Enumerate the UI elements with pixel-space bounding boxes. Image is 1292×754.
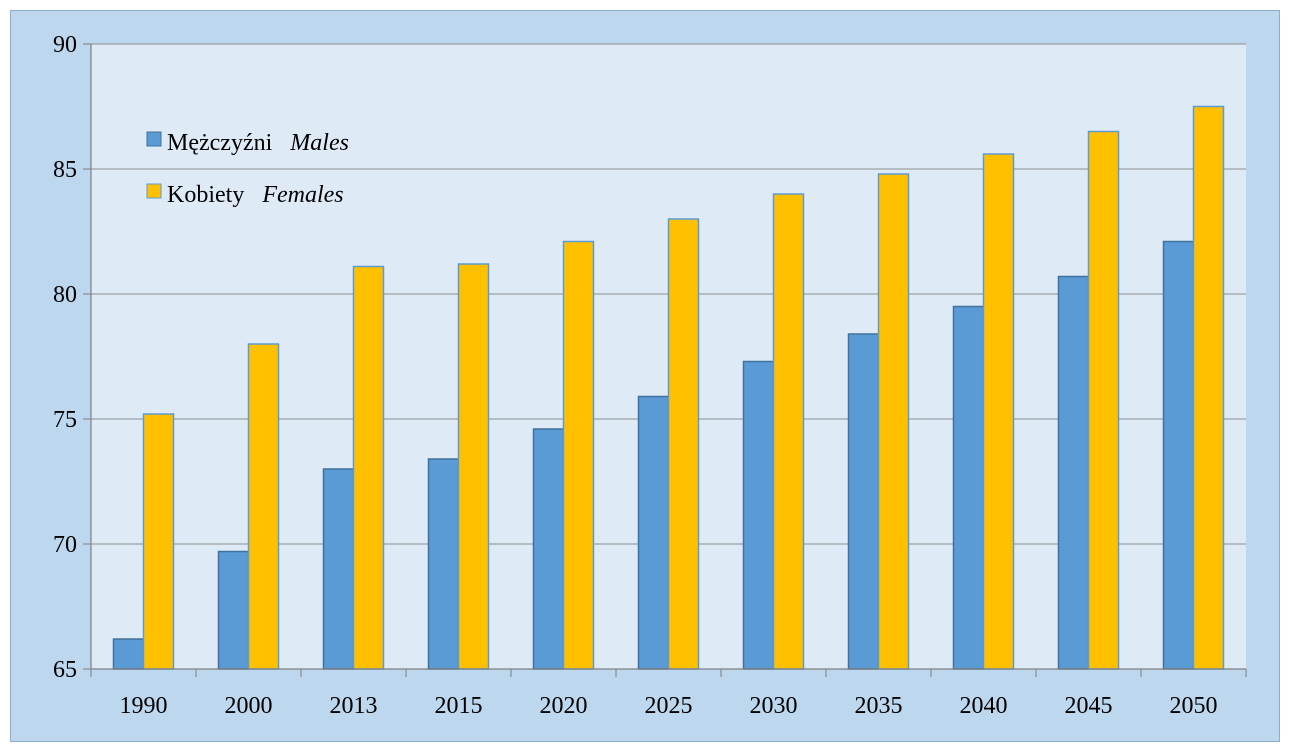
x-tick-label: 2040: [960, 693, 1008, 719]
legend-label-females-en: Females: [261, 182, 343, 208]
bar-males: [1057, 275, 1090, 670]
x-tick-label: 2035: [855, 693, 903, 719]
legend-label-males-pl: Mężczyźni: [167, 130, 273, 156]
bar-males: [742, 360, 775, 670]
y-tick-label: 75: [53, 407, 77, 433]
y-tick-label: 85: [53, 157, 77, 183]
x-tick-label: 2045: [1065, 693, 1113, 719]
bar-males: [847, 333, 880, 670]
bar-females: [877, 173, 910, 670]
legend-swatch-females: [146, 183, 162, 199]
bar-females: [1087, 130, 1120, 670]
bar-females: [352, 265, 385, 670]
x-tick-label: 2025: [645, 693, 693, 719]
bar-males: [427, 458, 460, 670]
y-tick-label: 65: [53, 657, 77, 683]
bar-females: [562, 240, 595, 670]
bar-males: [1162, 240, 1195, 670]
bar-males: [952, 305, 985, 670]
x-tick-label: 2030: [750, 693, 798, 719]
x-tick-label: 2020: [540, 693, 588, 719]
bar-males: [322, 468, 355, 670]
legend: Mężczyźni Males Kobiety Females: [146, 130, 349, 208]
legend-swatch-males: [146, 131, 162, 147]
y-tick-label: 80: [53, 282, 77, 308]
bar-females: [142, 413, 175, 670]
x-tick-label: 2013: [330, 693, 378, 719]
y-tick-label: 70: [53, 532, 77, 558]
bar-males: [532, 428, 565, 670]
bar-females: [982, 153, 1015, 670]
axes: [90, 44, 1247, 677]
y-tick-label: 90: [53, 32, 77, 58]
bar-males: [112, 638, 145, 670]
bar-females: [772, 193, 805, 670]
y-tick-labels: 65 70 75 80 85 90: [53, 32, 77, 683]
x-tick-label: 2000: [225, 693, 273, 719]
bar-chart: 65 70 75 80 85 90 1990 2000 2013 2015 2020 2025 203…: [53, 32, 1247, 719]
bar-males: [217, 550, 250, 670]
legend-label-males: Mężczyźni Males: [167, 130, 349, 156]
x-tick-label: 2050: [1170, 693, 1218, 719]
bar-males: [637, 395, 670, 670]
bar-females: [667, 218, 700, 670]
legend-label-females-pl: Kobiety: [167, 182, 244, 208]
x-tick-label: 2015: [435, 693, 483, 719]
bar-females: [457, 263, 490, 670]
chart-frame: 65 70 75 80 85 90 1990 2000 2013 2015 2020 2025 203…: [10, 10, 1280, 742]
legend-label-males-en: Males: [289, 130, 349, 156]
bars: [112, 105, 1225, 670]
bar-females: [247, 343, 280, 670]
x-tick-labels: 1990 2000 2013 2015 2020 2025 2030 2035 2040 2045…: [120, 693, 1218, 719]
x-tick-label: 1990: [120, 693, 168, 719]
bar-females: [1192, 105, 1225, 670]
legend-label-females: Kobiety Females: [167, 182, 344, 208]
